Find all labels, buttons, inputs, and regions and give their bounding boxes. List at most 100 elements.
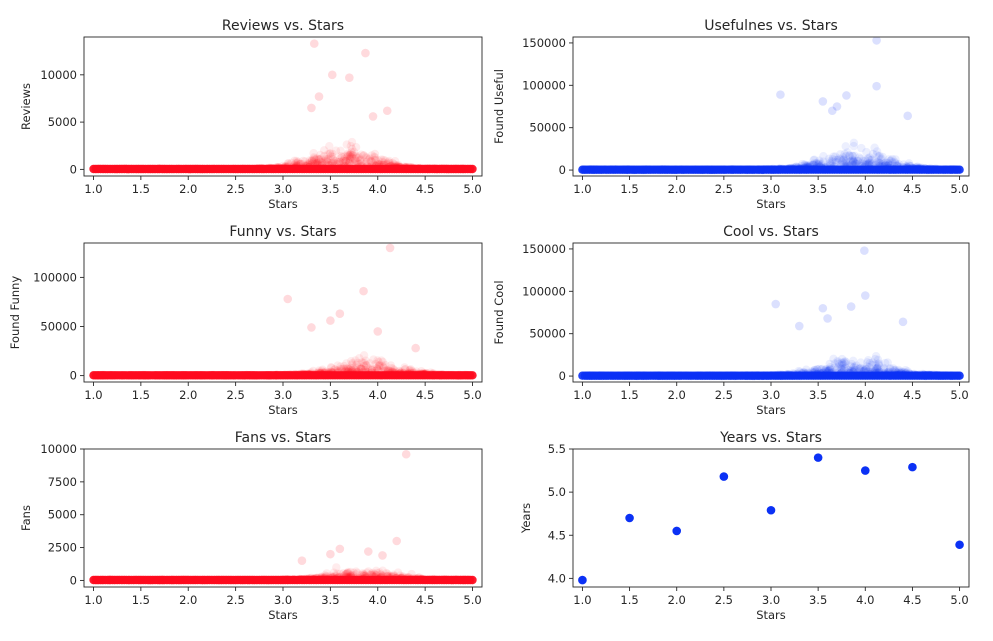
cloud-point — [381, 360, 390, 370]
subplot-1: 1.0 1.5 2.0 2.5 3.0 3.5 4.0 4.5 5.00500010000Rev… — [19, 18, 483, 211]
cloud-point — [852, 361, 861, 370]
cloud-point — [819, 157, 828, 166]
data-point — [842, 91, 851, 100]
x-tick-label: 4.0 — [856, 182, 874, 196]
cloud-point — [379, 158, 389, 167]
cloud-point — [838, 359, 847, 368]
x-tick-label: 2.5 — [226, 388, 244, 402]
cloud-point — [889, 364, 898, 373]
cloud-point — [872, 147, 882, 156]
cloud-point — [833, 356, 842, 366]
subplot-4: 1.0 1.5 2.0 2.5 3.0 3.5 4.0 4.5 5.00500001000001… — [492, 224, 970, 417]
cloud-point — [359, 351, 369, 360]
cloud-point — [359, 361, 369, 371]
cloud-point — [340, 152, 349, 161]
cloud-point — [355, 156, 365, 165]
cloud-point — [853, 156, 863, 165]
cloud-point — [833, 158, 842, 167]
cloud-point — [841, 157, 850, 166]
cloud-point — [850, 159, 860, 168]
cloud-point — [305, 156, 314, 165]
cloud-point — [864, 363, 874, 372]
cloud-point — [357, 358, 366, 367]
subplot-title: Funny vs. Stars — [229, 224, 336, 240]
cloud-point — [336, 364, 345, 374]
cloud-point — [374, 361, 384, 370]
cloud-point — [886, 365, 895, 374]
cloud-point — [308, 158, 318, 167]
cloud-point — [345, 151, 354, 160]
cloud-point — [848, 151, 857, 161]
cloud-point — [339, 156, 348, 165]
cloud-point — [348, 358, 357, 368]
cloud-point — [353, 157, 362, 166]
cloud-point — [848, 158, 857, 167]
data-point — [314, 92, 324, 101]
cloud-point — [351, 156, 360, 165]
cloud-point — [346, 363, 356, 373]
cloud-point — [336, 146, 345, 155]
cloud-point — [864, 155, 873, 164]
cloud-point — [309, 156, 319, 166]
cloud-point — [331, 156, 341, 166]
cloud-point — [375, 360, 385, 370]
cloud-point — [336, 362, 345, 371]
cloud-point — [387, 363, 396, 373]
cloud-point — [822, 365, 831, 374]
cloud-point — [864, 154, 873, 163]
cloud-point — [842, 155, 851, 164]
cloud-point — [359, 151, 368, 160]
cloud-point — [831, 157, 841, 167]
x-tick-label: 2.0 — [179, 388, 197, 402]
cloud-point — [348, 150, 357, 159]
cloud-point — [870, 143, 879, 152]
cloud-point — [367, 156, 376, 166]
y-tick-label: 10000 — [40, 68, 77, 82]
cloud-point — [831, 152, 840, 161]
x-tick-label: 3.5 — [321, 388, 339, 402]
data-point — [872, 81, 881, 91]
cloud-point — [349, 147, 359, 157]
cloud-point — [347, 137, 357, 147]
cloud-point — [320, 151, 329, 161]
cloud-point — [830, 363, 839, 372]
axes-frame — [83, 242, 483, 383]
cloud-point — [326, 363, 336, 372]
data-point — [368, 112, 378, 121]
cloud-point — [836, 150, 845, 159]
data-point — [327, 70, 337, 80]
cloud-point — [378, 357, 387, 367]
cloud-point — [379, 361, 388, 371]
cloud-point — [825, 359, 834, 369]
x-tick-label: 1.5 — [132, 182, 150, 196]
cloud-point — [850, 151, 859, 160]
cloud-point — [875, 361, 884, 370]
y-axis-label: Found Useful — [492, 69, 506, 144]
cloud-point — [809, 156, 818, 165]
cloud-point — [340, 361, 349, 371]
cloud-point — [370, 149, 380, 159]
cloud-point — [357, 364, 366, 373]
x-tick-label: 1.0 — [573, 182, 591, 196]
cloud-point — [856, 154, 866, 163]
cloud-point — [904, 159, 914, 168]
cloud-point — [320, 157, 329, 166]
cloud-point — [307, 156, 316, 165]
cloud-point — [339, 364, 348, 373]
cloud-point — [390, 157, 400, 166]
cloud-point — [369, 355, 378, 364]
cloud-point — [316, 157, 325, 166]
cloud-point — [366, 359, 375, 368]
cloud-point — [311, 155, 321, 164]
scatter-points — [578, 37, 964, 175]
cloud-point — [837, 364, 846, 373]
cloud-point — [333, 157, 343, 167]
cloud-point — [372, 364, 382, 373]
data-point — [827, 106, 837, 116]
cloud-point — [857, 143, 866, 153]
cloud-point — [847, 359, 856, 369]
cloud-point — [888, 158, 897, 167]
cloud-point — [873, 355, 883, 364]
cloud-point — [336, 154, 345, 163]
cloud-point — [829, 354, 838, 363]
